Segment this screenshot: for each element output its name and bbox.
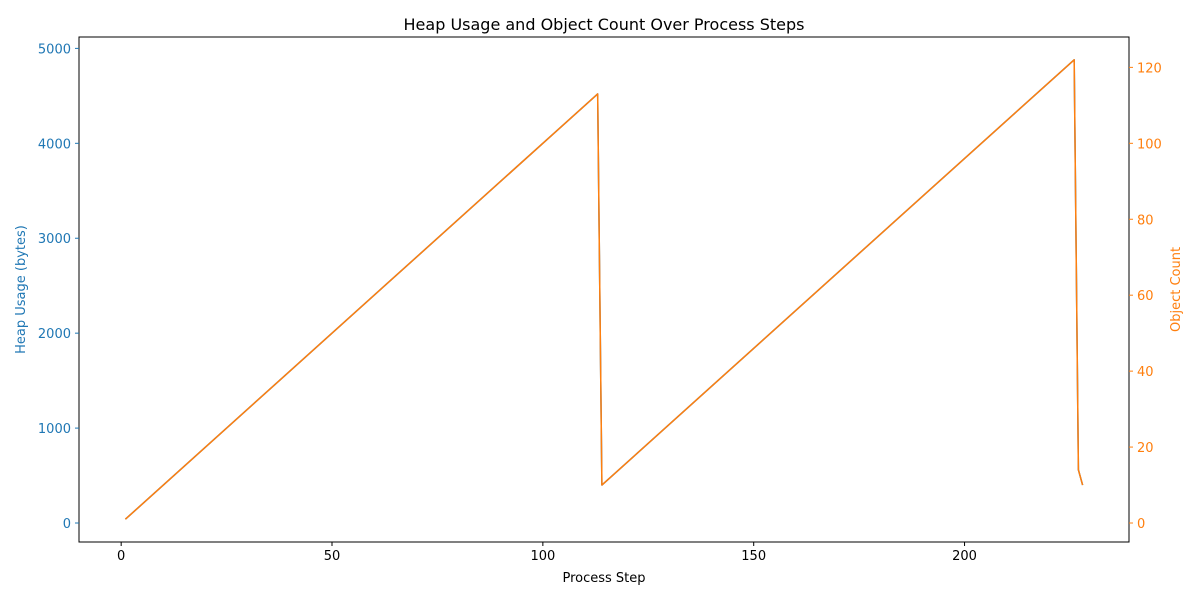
plot-area [78, 36, 1130, 543]
chart-title: Heap Usage and Object Count Over Process… [404, 15, 805, 34]
x-tick-label: 0 [117, 549, 125, 564]
x-tick-label: 50 [324, 549, 341, 564]
right-tick-label: 120 [1137, 61, 1162, 76]
right-tick-label: 100 [1137, 137, 1162, 152]
right-axis-label: Object Count [1169, 247, 1184, 332]
series-lines [124, 59, 1084, 520]
object-count-line [124, 59, 1084, 520]
left-axis-ticks: 0 1000 2000 3000 4000 5000 [38, 42, 79, 532]
x-tick-label: 200 [952, 549, 977, 564]
left-tick-label: 0 [63, 517, 71, 532]
right-axis-ticks: 0 20 40 60 80 100 120 [1129, 61, 1162, 532]
left-tick-label: 4000 [38, 137, 71, 152]
right-tick-label: 80 [1137, 213, 1154, 228]
right-tick-label: 20 [1137, 441, 1154, 456]
right-tick-label: 0 [1137, 517, 1145, 532]
right-tick-label: 40 [1137, 365, 1154, 380]
x-tick-label: 100 [530, 549, 555, 564]
left-tick-label: 3000 [38, 232, 71, 247]
x-axis-label: Process Step [562, 571, 645, 586]
left-tick-label: 5000 [38, 42, 71, 57]
left-tick-label: 2000 [38, 327, 71, 342]
plot-frame [78, 36, 1130, 543]
left-axis-label: Heap Usage (bytes) [14, 225, 29, 354]
heap-usage-line [124, 59, 1084, 520]
x-axis-ticks: 0 50 100 150 200 [117, 542, 977, 564]
left-tick-label: 1000 [38, 422, 71, 437]
x-tick-label: 150 [741, 549, 766, 564]
right-tick-label: 60 [1137, 289, 1154, 304]
